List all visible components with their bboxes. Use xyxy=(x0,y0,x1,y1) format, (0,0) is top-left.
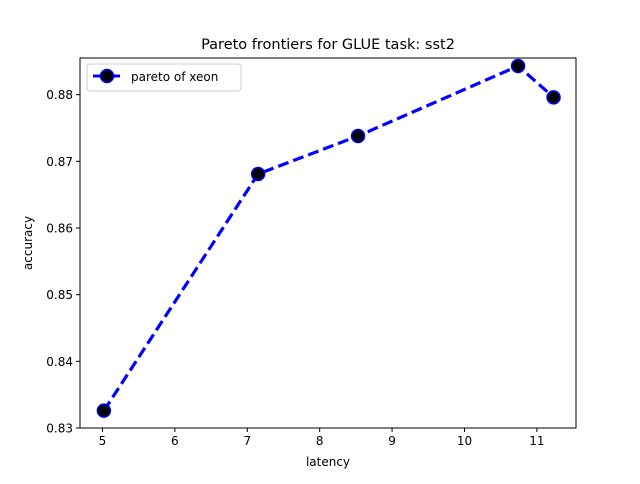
series-line xyxy=(102,64,555,412)
y-tick-label: 0.84 xyxy=(46,355,73,369)
data-point xyxy=(96,403,112,418)
x-tick-label: 6 xyxy=(171,434,179,448)
x-tick-label: 11 xyxy=(529,434,544,448)
y-tick-label: 0.86 xyxy=(46,222,73,236)
y-tick-label: 0.85 xyxy=(46,288,73,302)
data-point xyxy=(350,128,366,144)
x-axis-label: latency xyxy=(306,455,350,469)
y-tick-label: 0.83 xyxy=(46,422,73,436)
axis-ticks: 5 6 7 8 9 10 11 0.83 0.84 0.85 0.86 0.87 0.88 xyxy=(46,88,544,448)
legend-label: pareto of xeon xyxy=(131,70,218,84)
y-axis-label: accuracy xyxy=(21,216,35,270)
data-point xyxy=(510,58,526,74)
legend-box xyxy=(86,63,242,92)
x-tick-label: 8 xyxy=(316,434,324,448)
series-layer xyxy=(96,58,561,418)
x-tick-label: 7 xyxy=(243,434,251,448)
x-tick-label: 5 xyxy=(99,434,107,448)
legend: pareto of xeon xyxy=(86,63,242,92)
y-tick-label: 0.88 xyxy=(46,88,73,102)
plot-frame xyxy=(79,57,577,429)
x-tick-label: 10 xyxy=(457,434,472,448)
x-tick-label: 9 xyxy=(388,434,396,448)
data-point xyxy=(250,166,266,182)
data-point xyxy=(546,90,561,105)
y-tick-label: 0.87 xyxy=(46,155,73,169)
legend-marker-sample xyxy=(99,68,115,84)
chart-title: Pareto frontiers for GLUE task: sst2 xyxy=(201,37,455,53)
